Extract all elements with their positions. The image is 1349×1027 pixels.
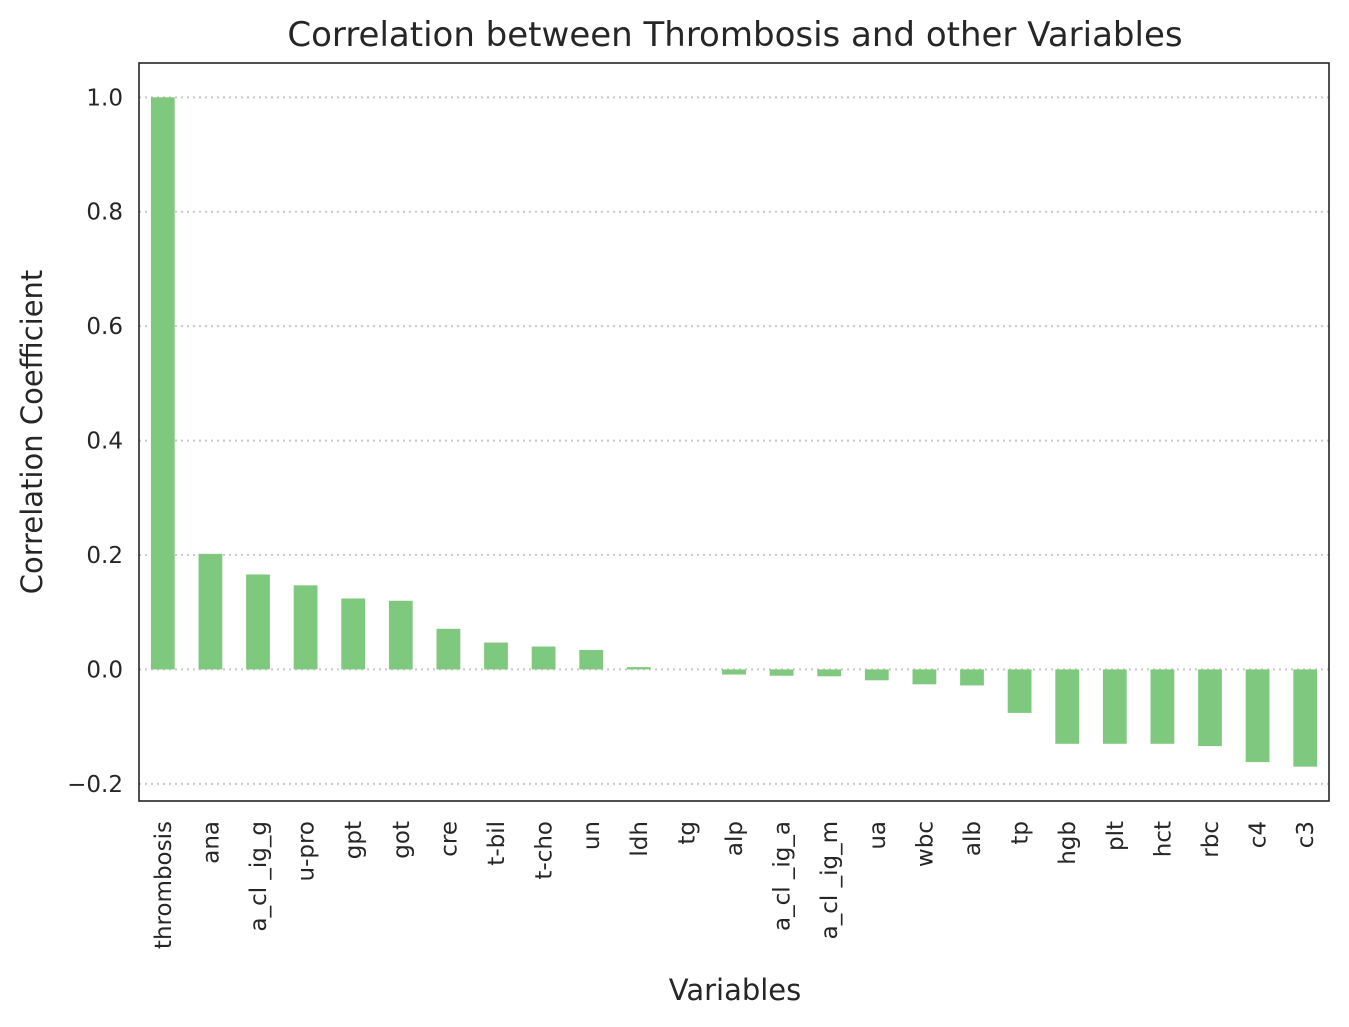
bar-t-cho bbox=[531, 646, 556, 670]
bar-gpt bbox=[341, 598, 366, 670]
x-tick-label: alp bbox=[722, 821, 748, 856]
x-tick-label: wbc bbox=[912, 821, 938, 867]
x-tick-label: tp bbox=[1008, 821, 1034, 845]
x-tick-label: c4 bbox=[1246, 821, 1272, 848]
bar-alb bbox=[960, 669, 984, 686]
x-tick-label: got bbox=[389, 821, 415, 859]
chart-title: Correlation between Thrombosis and other… bbox=[287, 15, 1182, 55]
x-tick-label: un bbox=[579, 821, 605, 850]
bar-got bbox=[388, 600, 413, 670]
bar-hct bbox=[1150, 669, 1175, 744]
x-tick-label: gpt bbox=[341, 821, 367, 859]
bars bbox=[150, 97, 1318, 767]
x-tick-labels: thrombosis ana a_cl _ig_g u-pro gpt got cre t-b… bbox=[151, 821, 1319, 949]
y-tick-label: 0.6 bbox=[86, 314, 123, 340]
bar-hgb bbox=[1055, 669, 1080, 744]
plot-frame bbox=[138, 62, 1330, 802]
bar-u-pro bbox=[293, 585, 318, 670]
x-tick-label: alb bbox=[960, 821, 986, 856]
x-tick-label: tg bbox=[674, 821, 700, 845]
bar-alp bbox=[722, 669, 746, 675]
bar-tp bbox=[1007, 669, 1032, 713]
x-axis-label: Variables bbox=[669, 973, 802, 1007]
bar-a-cl-ig-g bbox=[246, 574, 270, 670]
bar-c3 bbox=[1293, 669, 1318, 767]
x-tick-label: ldh bbox=[627, 821, 653, 857]
y-tick-label: 0.8 bbox=[86, 200, 123, 226]
bar-cre bbox=[436, 628, 461, 670]
x-tick-label: ana bbox=[198, 821, 224, 864]
y-tick-label: 0.0 bbox=[86, 657, 123, 683]
x-tick-label: hct bbox=[1150, 821, 1176, 857]
x-tick-label: a_cl _ig_a bbox=[770, 821, 796, 931]
bar-t-bil bbox=[484, 642, 508, 670]
y-tick-labels: −0.2 0.0 0.2 0.4 0.6 0.8 1.0 bbox=[67, 85, 123, 798]
y-tick-label: −0.2 bbox=[67, 772, 123, 798]
bar-plt bbox=[1102, 669, 1127, 744]
y-tick-label: 0.4 bbox=[86, 429, 123, 455]
bar-ua bbox=[864, 669, 889, 681]
x-tick-label: u-pro bbox=[294, 821, 320, 882]
bar-a-cl-ig-a bbox=[769, 669, 794, 676]
x-tick-label: t-cho bbox=[532, 821, 558, 880]
x-tick-label: c3 bbox=[1293, 821, 1319, 848]
x-tick-label: plt bbox=[1103, 821, 1129, 851]
bar-un bbox=[579, 649, 604, 670]
bar-thrombosis bbox=[150, 97, 175, 670]
x-tick-label: ua bbox=[865, 821, 891, 850]
y-tick-label: 1.0 bbox=[86, 85, 123, 111]
x-tick-label: hgb bbox=[1055, 821, 1081, 865]
bar-wbc bbox=[912, 669, 937, 685]
bar-ldh bbox=[626, 667, 651, 670]
x-tick-label: cre bbox=[436, 821, 462, 857]
x-tick-label: a_cl _ig_g bbox=[246, 821, 272, 932]
grid-lines bbox=[139, 96, 1329, 785]
x-tick-label: rbc bbox=[1198, 821, 1224, 858]
bar-ana bbox=[198, 553, 223, 670]
x-tick-label: a_cl _ig_m bbox=[817, 821, 843, 939]
x-tick-label: thrombosis bbox=[151, 821, 177, 949]
bar-c4 bbox=[1245, 669, 1270, 763]
y-axis-label: Correlation Coefficient bbox=[15, 270, 49, 595]
bar-a-cl-ig-m bbox=[817, 669, 842, 677]
bar-rbc bbox=[1198, 669, 1222, 747]
y-tick-label: 0.2 bbox=[86, 543, 123, 569]
x-tick-label: t-bil bbox=[484, 821, 510, 866]
